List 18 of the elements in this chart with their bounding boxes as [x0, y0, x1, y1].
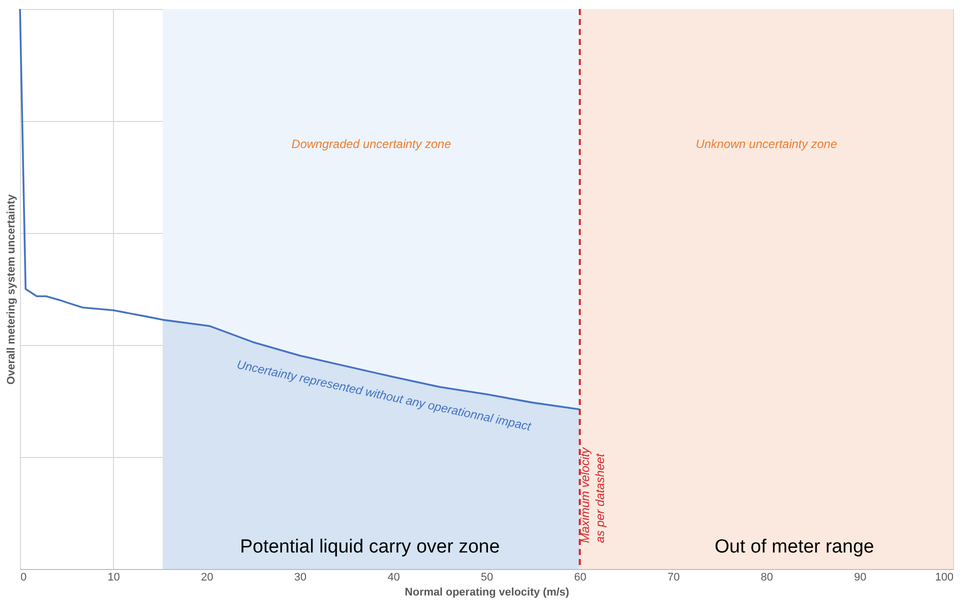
x-axis-title: Normal operating velocity (m/s) — [404, 586, 570, 598]
x-tick-label: 10 — [108, 572, 120, 584]
band-label: Downgraded uncertainty zone — [292, 137, 452, 151]
x-tick-label: 90 — [854, 572, 866, 584]
x-tick-label: 0 — [20, 572, 27, 584]
ref-line-label: Maximum velocity as per datasheet — [578, 446, 607, 543]
x-tick-label: 60 — [574, 572, 586, 584]
x-tick-label: 50 — [480, 572, 494, 584]
band-label: Unknown uncertainty zone — [696, 137, 838, 151]
x-tick-label: 70 — [667, 572, 680, 584]
annotation: Potential liquid carry over zone — [240, 536, 500, 558]
x-tick-label: 20 — [200, 572, 214, 584]
x-tick-label: 80 — [760, 572, 774, 584]
x-tick-label: 100 — [935, 572, 954, 584]
x-tick-label: 30 — [294, 572, 307, 584]
y-axis-title: Overall metering system uncertainty — [6, 194, 18, 385]
x-tick-label: 40 — [388, 572, 400, 584]
annotation: Out of meter range — [714, 536, 874, 558]
